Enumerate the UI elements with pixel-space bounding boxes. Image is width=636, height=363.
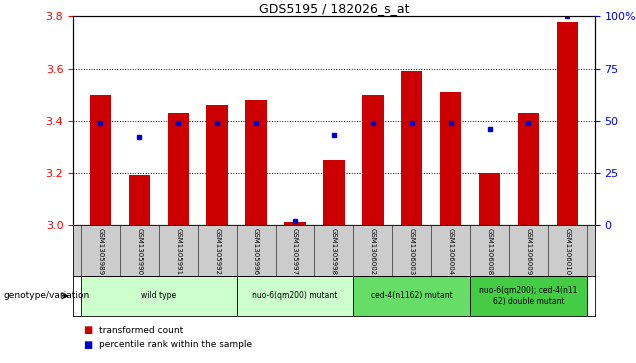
Text: GSM1306009: GSM1306009: [525, 228, 532, 275]
Text: GSM1306002: GSM1306002: [370, 228, 376, 275]
Text: GSM1305996: GSM1305996: [253, 228, 259, 275]
Bar: [237, 276, 354, 316]
Text: ced-4(n1162) mutant: ced-4(n1162) mutant: [371, 291, 453, 300]
Bar: [207, 105, 228, 225]
Bar: [440, 92, 461, 225]
Text: GSM1305989: GSM1305989: [97, 228, 104, 275]
Text: ■: ■: [83, 325, 92, 335]
Text: transformed count: transformed count: [99, 326, 183, 335]
Text: nuo-6(qm200) mutant: nuo-6(qm200) mutant: [252, 291, 338, 300]
Bar: [470, 276, 587, 316]
Title: GDS5195 / 182026_s_at: GDS5195 / 182026_s_at: [259, 2, 409, 15]
Bar: [362, 95, 384, 225]
Text: percentile rank within the sample: percentile rank within the sample: [99, 340, 252, 349]
Text: GSM1306004: GSM1306004: [448, 228, 453, 275]
Bar: [323, 160, 345, 225]
Text: GSM1305992: GSM1305992: [214, 228, 220, 274]
Text: ■: ■: [83, 340, 92, 350]
Text: GSM1305990: GSM1305990: [136, 228, 142, 275]
Bar: [128, 175, 150, 225]
Text: GSM1305998: GSM1305998: [331, 228, 337, 275]
Text: GSM1306008: GSM1306008: [487, 228, 492, 275]
Text: genotype/variation: genotype/variation: [3, 291, 90, 300]
Text: wild type: wild type: [141, 291, 176, 300]
Bar: [167, 113, 189, 225]
Bar: [556, 21, 578, 225]
Bar: [518, 113, 539, 225]
Text: nuo-6(qm200); ced-4(n11
62) double mutant: nuo-6(qm200); ced-4(n11 62) double mutan…: [480, 286, 577, 306]
Bar: [354, 276, 470, 316]
Bar: [81, 276, 237, 316]
Text: GSM1306010: GSM1306010: [564, 228, 570, 275]
Text: GSM1305997: GSM1305997: [292, 228, 298, 275]
Bar: [284, 223, 306, 225]
Bar: [90, 95, 111, 225]
Text: GSM1306003: GSM1306003: [409, 228, 415, 275]
Bar: [479, 173, 501, 225]
Text: GSM1305991: GSM1305991: [176, 228, 181, 275]
Bar: [401, 71, 422, 225]
Bar: [245, 100, 266, 225]
